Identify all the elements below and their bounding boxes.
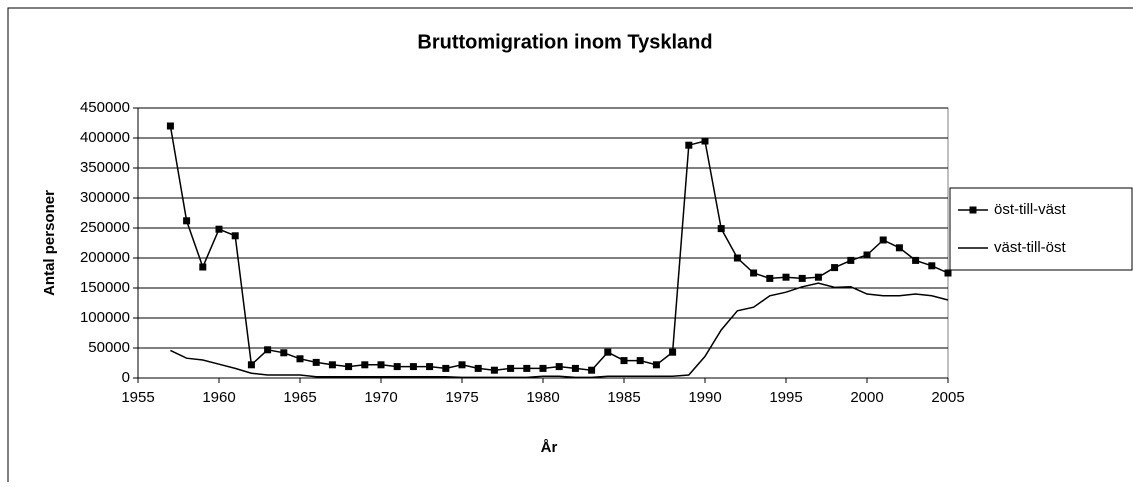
plot-area: [137, 107, 949, 379]
data-point: [426, 363, 434, 371]
data-point: [280, 349, 288, 357]
data-point: [798, 274, 806, 282]
y-tick-label: 400000: [80, 129, 130, 146]
data-point: [166, 122, 174, 130]
data-point: [928, 262, 936, 270]
data-point: [652, 361, 660, 369]
data-point: [847, 256, 855, 264]
data-point: [879, 236, 887, 244]
data-point: [442, 364, 450, 372]
y-tick-label: 200000: [80, 249, 130, 266]
data-point: [863, 251, 871, 259]
chart-title: Bruttomigration inom Tyskland: [417, 31, 712, 53]
data-point: [312, 358, 320, 366]
data-point: [636, 357, 644, 365]
y-axis-label: Antal personer: [41, 190, 58, 296]
legend-label: öst-till-väst: [994, 201, 1067, 218]
y-tick-label: 100000: [80, 309, 130, 326]
y-tick-label: 300000: [80, 189, 130, 206]
x-tick-label: 1995: [769, 389, 802, 406]
data-point: [814, 273, 822, 281]
x-tick-label: 1960: [202, 389, 235, 406]
data-point: [264, 346, 272, 354]
data-point: [361, 361, 369, 369]
data-point: [539, 364, 547, 372]
data-point: [199, 263, 207, 271]
data-point: [328, 361, 336, 369]
data-point: [895, 244, 903, 252]
data-point: [183, 217, 191, 225]
data-point: [523, 364, 531, 372]
data-point: [247, 361, 255, 369]
data-point: [750, 269, 758, 277]
data-point: [701, 137, 709, 145]
data-point: [296, 355, 304, 363]
legend-marker: [969, 206, 977, 214]
data-point: [588, 366, 596, 374]
legend-label: väst-till-öst: [994, 239, 1067, 256]
y-tick-label: 250000: [80, 219, 130, 236]
data-point: [393, 363, 401, 371]
data-point: [409, 363, 417, 371]
x-tick-label: 1955: [121, 389, 154, 406]
data-point: [717, 225, 725, 233]
series-line: [170, 282, 949, 379]
data-point: [685, 141, 693, 149]
y-tick-label: 150000: [80, 279, 130, 296]
data-point: [944, 269, 952, 277]
data-point: [377, 361, 385, 369]
data-point: [831, 264, 839, 272]
x-tick-label: 1980: [526, 389, 559, 406]
data-point: [782, 273, 790, 281]
data-point: [458, 361, 466, 369]
data-point: [912, 256, 920, 264]
x-tick-label: 1985: [607, 389, 640, 406]
data-point: [766, 274, 774, 282]
y-tick-label: 450000: [80, 99, 130, 116]
data-point: [733, 254, 741, 262]
data-point: [474, 364, 482, 372]
data-point: [215, 225, 223, 233]
data-point: [490, 366, 498, 374]
legend-box: [949, 187, 1133, 271]
y-tick-label: 350000: [80, 159, 130, 176]
x-tick-label: 2000: [850, 389, 883, 406]
y-tick-label: 0: [122, 369, 130, 386]
data-point: [345, 363, 353, 371]
x-tick-label: 2005: [931, 389, 964, 406]
data-point: [669, 348, 677, 356]
data-point: [231, 232, 239, 240]
y-tick-label: 50000: [88, 339, 130, 356]
data-point: [571, 364, 579, 372]
x-tick-label: 1970: [364, 389, 397, 406]
x-tick-label: 1975: [445, 389, 478, 406]
x-tick-label: 1990: [688, 389, 721, 406]
data-point: [507, 364, 515, 372]
data-point: [620, 357, 628, 365]
data-point: [604, 348, 612, 356]
data-point: [555, 363, 563, 371]
x-tick-label: 1965: [283, 389, 316, 406]
x-axis-label: År: [541, 439, 558, 456]
